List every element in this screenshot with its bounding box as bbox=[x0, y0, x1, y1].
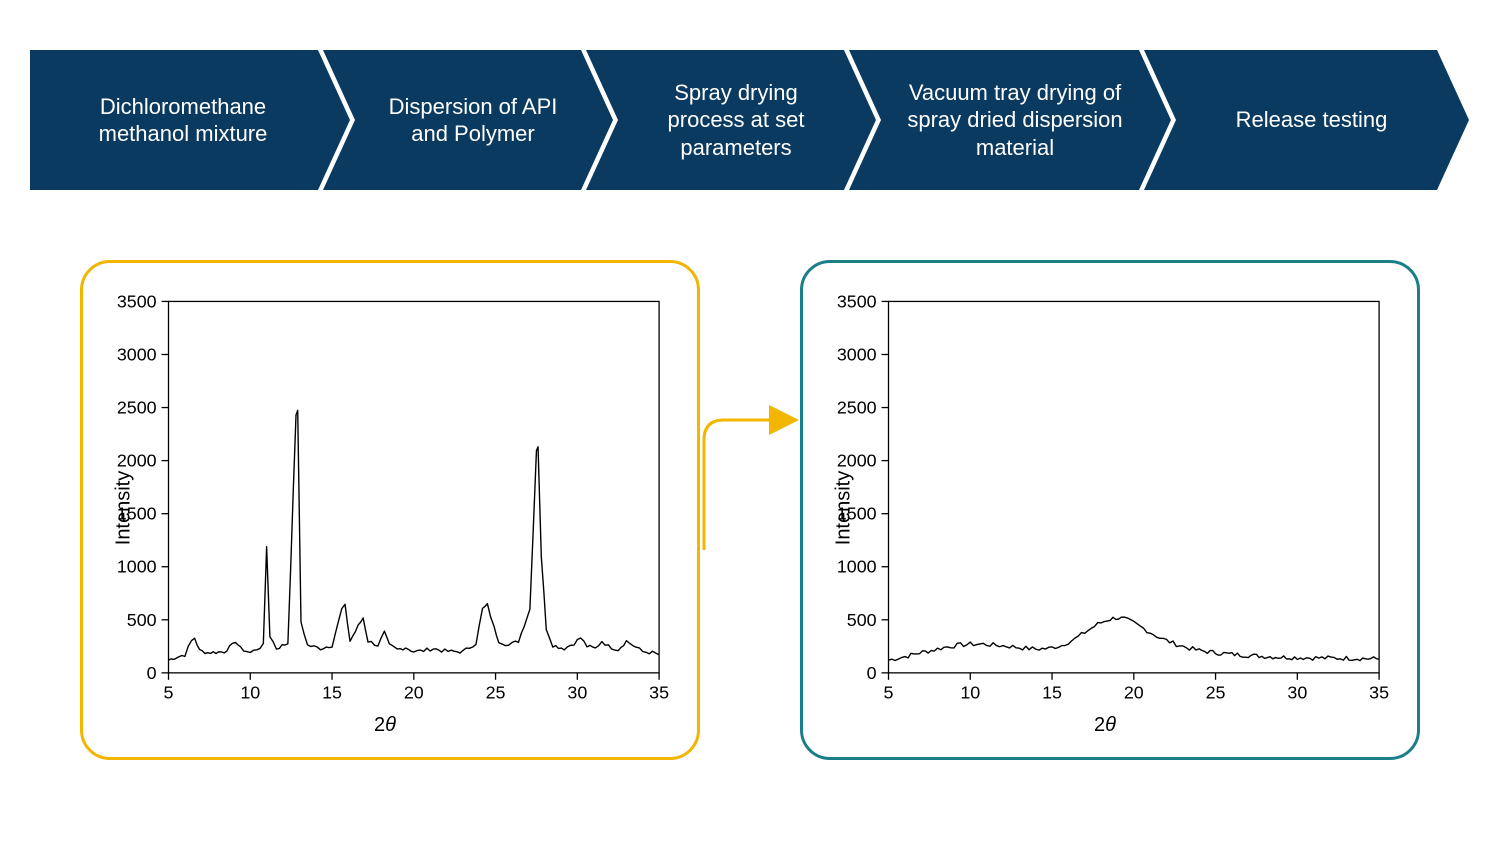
process-step-1: Dichloromethane methanol mixture bbox=[30, 50, 350, 190]
svg-text:20: 20 bbox=[1124, 683, 1144, 703]
svg-text:500: 500 bbox=[127, 610, 157, 630]
svg-text:2500: 2500 bbox=[837, 398, 877, 418]
ylabel-left: Intensity bbox=[113, 471, 136, 545]
svg-text:0: 0 bbox=[147, 663, 157, 683]
process-chevron-row: Dichloromethane methanol mixture Dispers… bbox=[30, 50, 1469, 190]
plot-wrap-left: Intensity 050010001500200025003000350051… bbox=[97, 281, 673, 735]
svg-text:30: 30 bbox=[1287, 683, 1307, 703]
process-step-3: Spray drying process at set parameters bbox=[586, 50, 876, 190]
svg-text:35: 35 bbox=[649, 683, 669, 703]
svg-text:10: 10 bbox=[960, 683, 980, 703]
process-step-5-label: Release testing bbox=[1236, 106, 1388, 134]
xrd-plot-amorphous: 0500100015002000250030003500510152025303… bbox=[817, 281, 1393, 735]
xlabel-left: 2θ bbox=[97, 714, 673, 737]
ylabel-right: Intensity bbox=[833, 471, 856, 545]
svg-text:25: 25 bbox=[486, 683, 506, 703]
svg-text:500: 500 bbox=[847, 610, 877, 630]
svg-text:5: 5 bbox=[884, 683, 894, 703]
svg-text:2000: 2000 bbox=[837, 451, 877, 471]
svg-text:3000: 3000 bbox=[117, 344, 157, 364]
xlabel-right: 2θ bbox=[817, 714, 1393, 737]
svg-text:1000: 1000 bbox=[837, 557, 877, 577]
svg-text:2000: 2000 bbox=[117, 451, 157, 471]
process-step-3-label: Spray drying process at set parameters bbox=[640, 79, 832, 162]
svg-text:1000: 1000 bbox=[117, 557, 157, 577]
process-step-1-label: Dichloromethane methanol mixture bbox=[60, 93, 306, 148]
svg-text:15: 15 bbox=[1042, 683, 1062, 703]
process-step-5: Release testing bbox=[1144, 50, 1469, 190]
svg-text:20: 20 bbox=[404, 683, 424, 703]
svg-text:2500: 2500 bbox=[117, 398, 157, 418]
xrd-panel-crystalline: Intensity 050010001500200025003000350051… bbox=[80, 260, 700, 760]
plot-wrap-right: Intensity 050010001500200025003000350051… bbox=[817, 281, 1393, 735]
chart-panels: Intensity 050010001500200025003000350051… bbox=[30, 260, 1469, 820]
figure-root: Dichloromethane methanol mixture Dispers… bbox=[0, 0, 1499, 860]
svg-text:30: 30 bbox=[567, 683, 587, 703]
process-step-2: Dispersion of API and Polymer bbox=[323, 50, 613, 190]
process-step-4-label: Vacuum tray drying of spray dried disper… bbox=[903, 79, 1127, 162]
svg-text:25: 25 bbox=[1206, 683, 1226, 703]
svg-text:5: 5 bbox=[164, 683, 174, 703]
svg-text:0: 0 bbox=[867, 663, 877, 683]
xrd-panel-amorphous: Intensity 050010001500200025003000350051… bbox=[800, 260, 1420, 760]
xrd-plot-crystalline: 0500100015002000250030003500510152025303… bbox=[97, 281, 673, 735]
svg-text:15: 15 bbox=[322, 683, 342, 703]
svg-text:3000: 3000 bbox=[837, 344, 877, 364]
process-step-2-label: Dispersion of API and Polymer bbox=[377, 93, 569, 148]
svg-text:35: 35 bbox=[1369, 683, 1389, 703]
connector-arrow bbox=[698, 410, 808, 560]
svg-text:3500: 3500 bbox=[837, 291, 877, 311]
svg-text:10: 10 bbox=[240, 683, 260, 703]
svg-text:3500: 3500 bbox=[117, 291, 157, 311]
process-step-4: Vacuum tray drying of spray dried disper… bbox=[849, 50, 1171, 190]
